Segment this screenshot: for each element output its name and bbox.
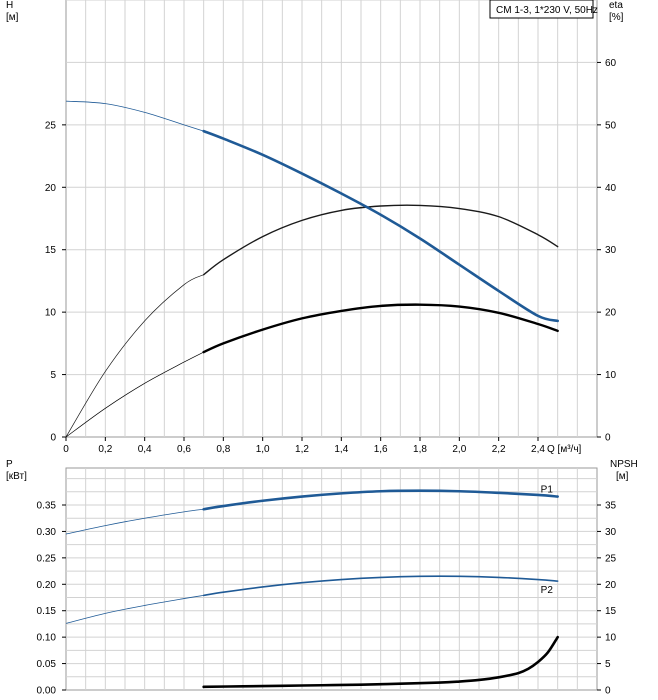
x-tick-label: 0,6 [177, 444, 191, 455]
h-tick-label: 0 [50, 433, 56, 444]
npsh-tick-label: 10 [605, 633, 617, 644]
bottom-plot-frame [65, 467, 598, 691]
top-plot-frame [65, 0, 598, 438]
p1-curve-thin [65, 508, 204, 535]
head-efficiency-curves [65, 100, 559, 438]
x-tick-label: 1,6 [374, 444, 388, 455]
eta2-curve [202, 303, 559, 354]
h-tick-label: 5 [50, 370, 56, 381]
x-tick-label: 1,4 [334, 444, 348, 455]
power-npsh-axis-labels: P [кВт] NPSH [м] [6, 459, 638, 482]
q-axis-label: Q [м³/ч] [547, 444, 582, 455]
h-axis-title: H [6, 0, 13, 11]
p2-curve [202, 575, 559, 597]
npsh-tick-label: 0 [605, 686, 611, 697]
p-tick-label: 0.35 [37, 501, 57, 512]
head-curve [202, 129, 559, 323]
eta-axis-unit: [%] [609, 12, 624, 23]
h-tick-label: 25 [45, 120, 57, 131]
p-tick-label: 0.05 [37, 659, 57, 670]
eta-tick-label: 40 [605, 183, 617, 194]
eta-tick-label: 20 [605, 308, 617, 319]
legend-box-text: CM 1-3, 1*230 V, 50Hz [496, 5, 598, 16]
npsh-curve [202, 635, 559, 689]
x-tick-label: 0,8 [216, 444, 230, 455]
p-tick-label: 0.20 [37, 580, 57, 591]
head-efficiency-grid: 0 0,2 0,4 0,6 0,8 1,0 1,2 1,4 1,6 1,8 2,0 2,2 2,4 0 5 1… [45, 0, 617, 455]
npsh-tick-label: 30 [605, 527, 617, 538]
eta-tick-label: 60 [605, 58, 617, 69]
eta-axis-title: eta [609, 0, 623, 11]
x-tick-label: 0 [63, 444, 69, 455]
head-efficiency-axis-labels: H [м] eta [%] Q [м³/ч] [6, 0, 624, 455]
eta-tick-label: 0 [605, 433, 611, 444]
x-tick-label: 2,0 [452, 444, 466, 455]
npsh-tick-label: 15 [605, 606, 617, 617]
p-tick-label: 0.00 [37, 686, 57, 697]
npsh-tick-label: 20 [605, 580, 617, 591]
eta-curve-thin [65, 274, 204, 438]
p2-curve-thin [65, 594, 204, 624]
npsh-axis-unit: [м] [616, 471, 629, 482]
p2-series-label: P2 [541, 585, 554, 596]
x-tick-label: 2,2 [492, 444, 506, 455]
eta-tick-label: 10 [605, 370, 617, 381]
npsh-tick-label: 5 [605, 659, 611, 670]
power-npsh-grid: 0.00 0.05 0.10 0.15 0.20 0.25 0.30 0.35 0 5 10 15 20… [37, 467, 617, 697]
x-tick-label: 1,8 [413, 444, 427, 455]
h-tick-label: 20 [45, 183, 57, 194]
x-tick-label: 0,2 [98, 444, 112, 455]
h-tick-label: 10 [45, 308, 57, 319]
eta-curve [202, 204, 559, 276]
eta-tick-label: 50 [605, 120, 617, 131]
p-axis-unit: [кВт] [6, 471, 27, 482]
eta2-curve-thin [65, 351, 204, 438]
model-legend-box: CM 1-3, 1*230 V, 50Hz [489, 0, 598, 19]
p-tick-label: 0.10 [37, 633, 57, 644]
legend-box-frame [489, 0, 594, 19]
power-npsh-curves: P1 P2 [65, 485, 559, 689]
p1-series-label: P1 [541, 485, 554, 496]
p-tick-label: 0.30 [37, 527, 57, 538]
x-tick-label: 0,4 [138, 444, 152, 455]
p1-curve [202, 489, 559, 511]
h-axis-unit: [м] [6, 12, 19, 23]
eta-tick-label: 30 [605, 245, 617, 256]
x-tick-label: 1,0 [256, 444, 270, 455]
x-tick-label: 1,2 [295, 444, 309, 455]
npsh-tick-label: 25 [605, 553, 617, 564]
npsh-axis-title: NPSH [610, 459, 638, 470]
p-axis-title: P [6, 459, 13, 470]
p-tick-label: 0.15 [37, 606, 57, 617]
h-tick-label: 15 [45, 245, 57, 256]
head-curve-thin [65, 100, 204, 132]
x-tick-label: 2,4 [531, 444, 545, 455]
npsh-tick-label: 35 [605, 501, 617, 512]
p-tick-label: 0.25 [37, 553, 57, 564]
